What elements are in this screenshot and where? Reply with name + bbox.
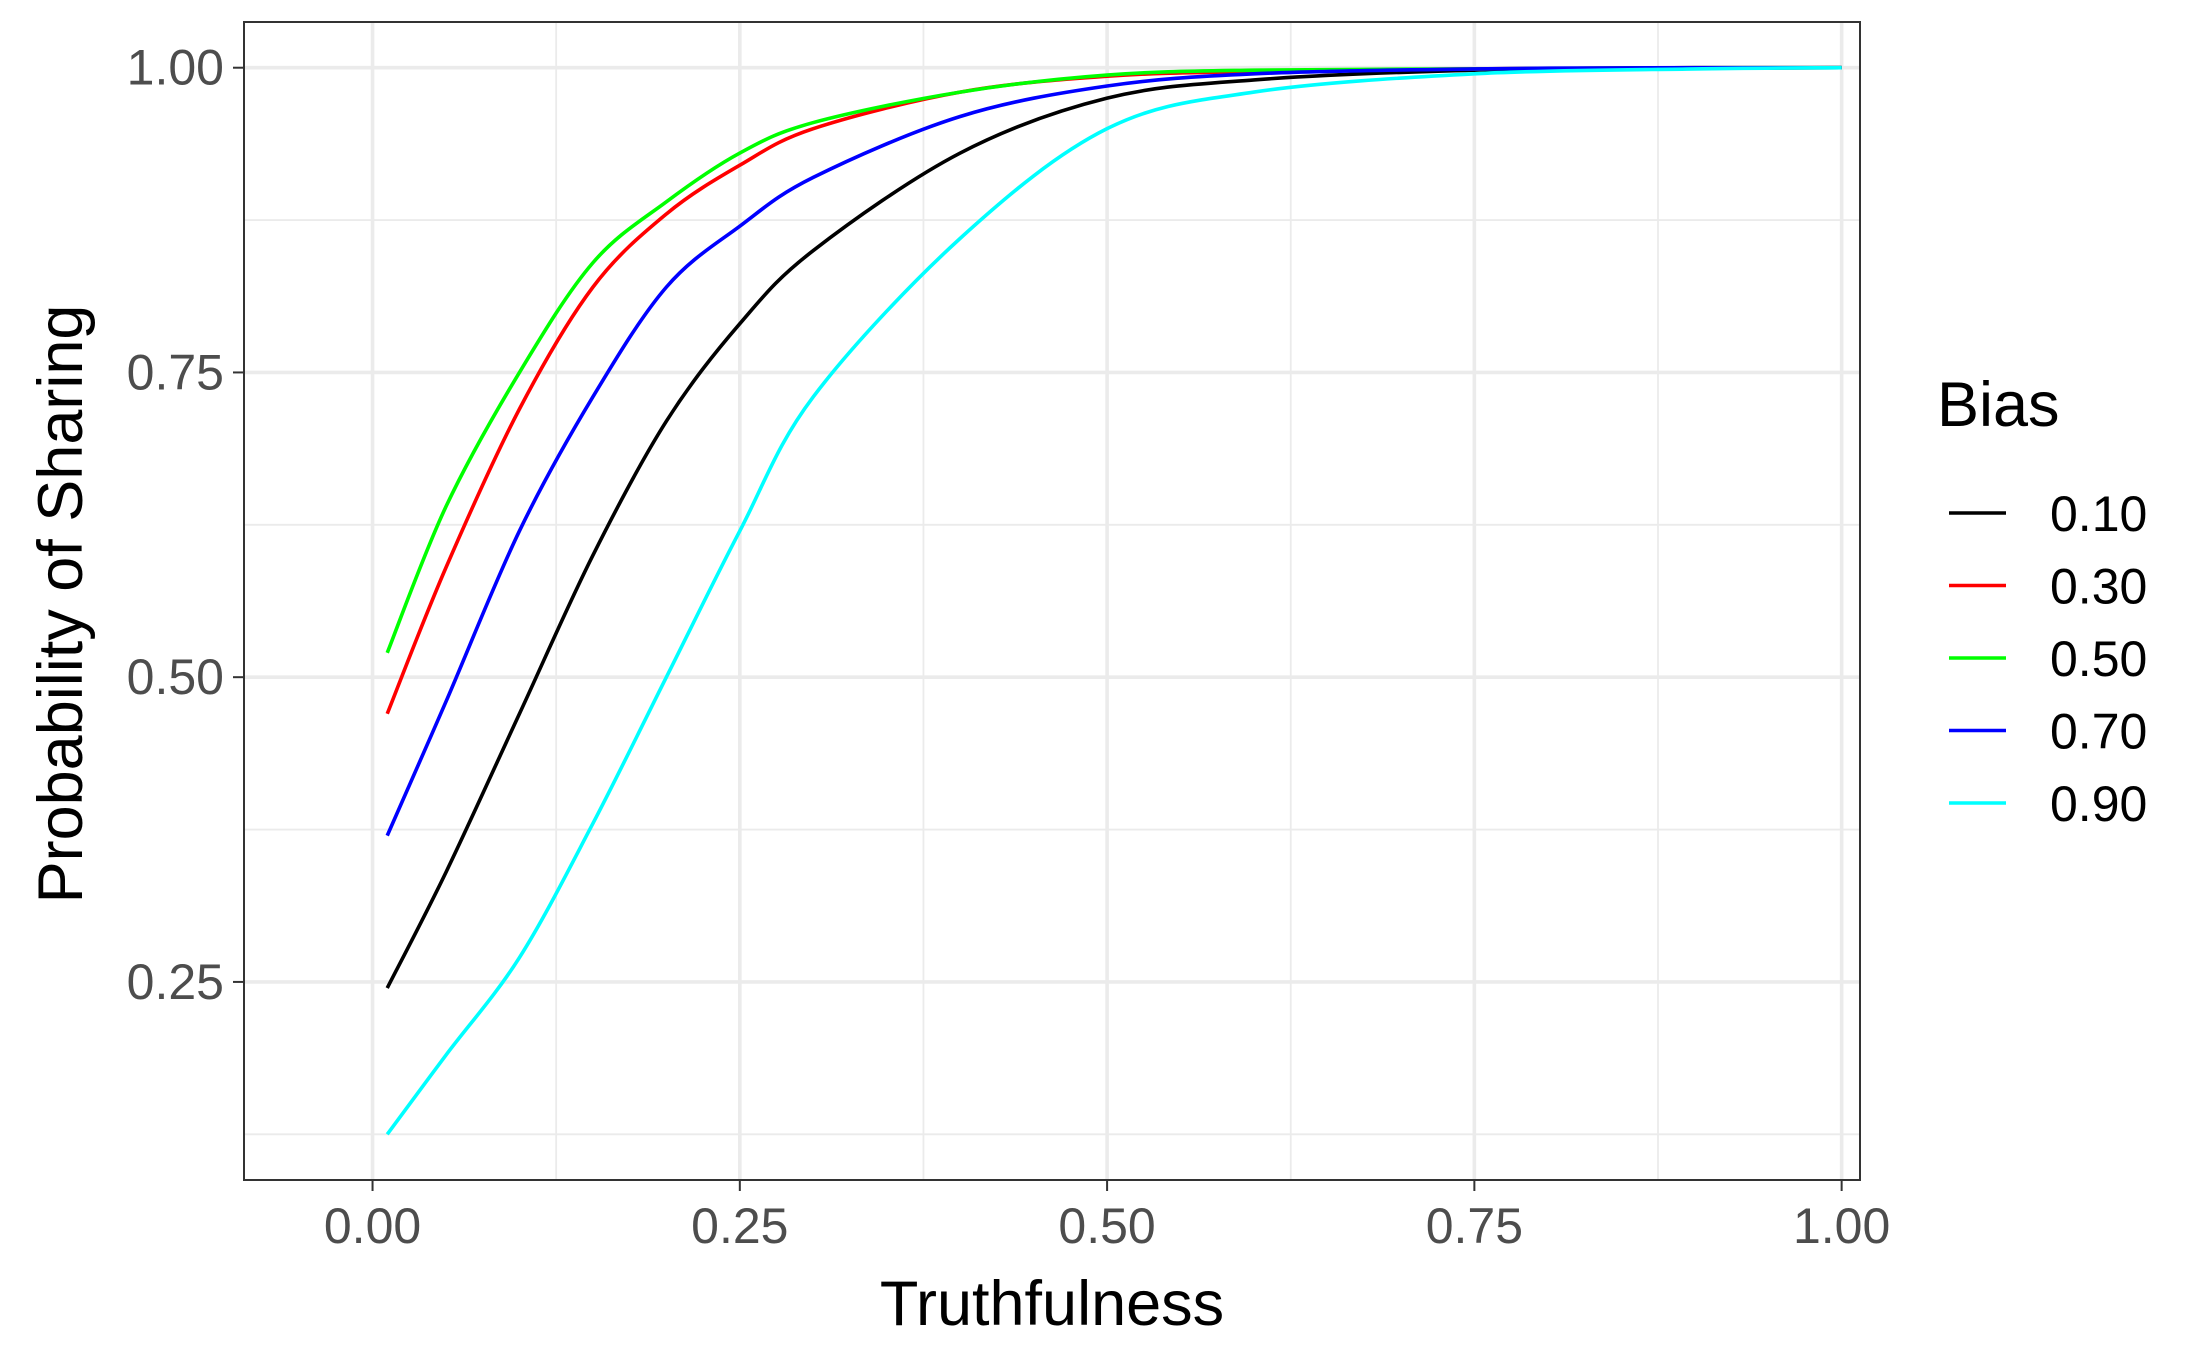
legend-title: Bias [1937, 370, 2060, 440]
y-tick-label: 1.00 [127, 40, 224, 96]
x-tick-label: 1.00 [1793, 1198, 1890, 1254]
x-tick-label: 0.25 [691, 1198, 788, 1254]
series-line-0-70 [385, 65, 1842, 837]
plot-panel [244, 22, 1860, 1180]
series-layer [385, 65, 1842, 1136]
legend-label-0-50: 0.50 [2050, 631, 2147, 687]
axes-layer: 0.00 0.25 0.50 0.75 1.00 0.25 0.50 0.75 1.00 [127, 21, 1890, 1254]
legend-label-0-90: 0.90 [2050, 776, 2147, 832]
legend-label-0-70: 0.70 [2050, 704, 2147, 760]
y-tick-label: 0.50 [127, 649, 224, 705]
plot-border [243, 21, 1861, 1181]
y-tick-label: 0.75 [127, 344, 224, 400]
plot-background [244, 22, 1860, 1180]
x-tick-label: 0.00 [324, 1198, 421, 1254]
y-axis-title: Probability of Sharing [26, 305, 96, 904]
x-tick-label: 0.50 [1058, 1198, 1155, 1254]
legend-label-0-10: 0.10 [2050, 486, 2147, 542]
legend: Bias 0.10 0.30 0.50 0.70 0.90 [1937, 370, 2147, 832]
legend-label-0-30: 0.30 [2050, 559, 2147, 615]
y-tick-label: 0.25 [127, 954, 224, 1010]
x-axis-title: Truthfulness [880, 1269, 1224, 1339]
x-tick-label: 0.75 [1426, 1198, 1523, 1254]
series-line-0-90 [385, 65, 1842, 1136]
